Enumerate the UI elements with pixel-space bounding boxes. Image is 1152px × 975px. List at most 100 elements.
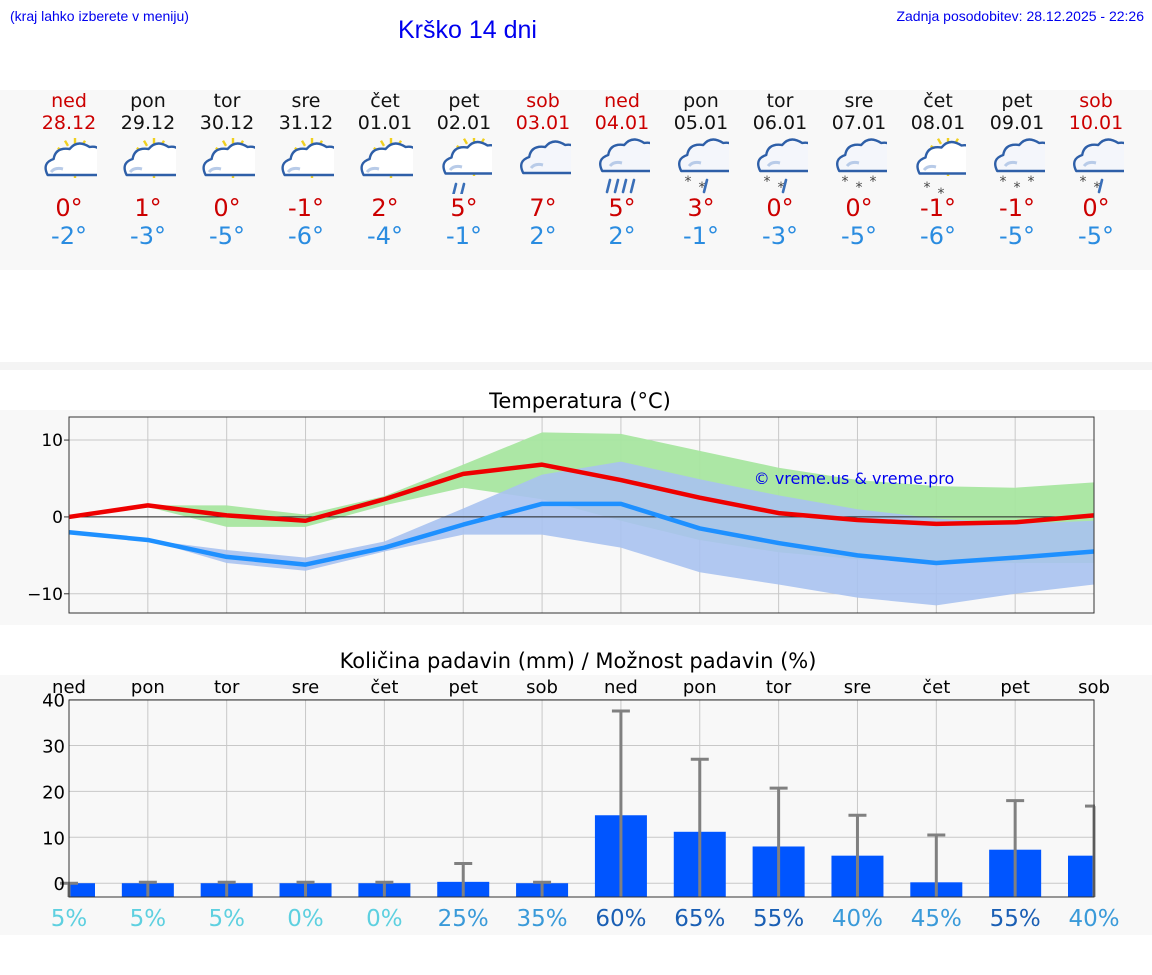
forecast-day: tor 06.01 * * 0° -3° bbox=[740, 90, 820, 250]
day-date: 30.12 bbox=[199, 112, 255, 134]
min-temperature: -2° bbox=[51, 222, 87, 250]
svg-text:*: * bbox=[938, 186, 945, 194]
precip-day-label: tor bbox=[214, 677, 240, 698]
svg-text:*: * bbox=[1028, 174, 1035, 190]
forecast-day: pon 05.01 * * 3° -1° bbox=[661, 90, 741, 250]
day-name: sob bbox=[526, 90, 560, 112]
day-name: sob bbox=[1079, 90, 1113, 112]
location-menu-hint[interactable]: (kraj lahko izberete v meniju) bbox=[10, 8, 189, 24]
day-date: 02.01 bbox=[436, 112, 492, 134]
precip-day-label: sre bbox=[844, 677, 871, 698]
precip-chart-title: Količina padavin (mm) / Možnost padavin … bbox=[340, 649, 817, 673]
precip-plot-frame bbox=[68, 699, 1095, 898]
sun-cloud-icon bbox=[202, 138, 255, 178]
precip-day-label: sob bbox=[1078, 677, 1110, 698]
cloud-snow-icon: * * * bbox=[994, 138, 1045, 194]
precipitation-probability: 55% bbox=[990, 906, 1041, 932]
svg-text:*: * bbox=[856, 180, 863, 194]
precipitation-probability: 45% bbox=[911, 906, 962, 932]
day-name: ned bbox=[604, 90, 640, 112]
min-temperature-range bbox=[69, 461, 1094, 606]
precipitation-bar bbox=[1068, 855, 1094, 897]
svg-text:*: * bbox=[1000, 174, 1007, 190]
min-temperature: -3° bbox=[762, 222, 798, 250]
svg-text:*: * bbox=[699, 180, 706, 194]
max-temperature: 0° bbox=[55, 194, 83, 222]
day-name: ned bbox=[51, 90, 87, 112]
forecast-day: sre 31.12 -1° -6° bbox=[266, 90, 346, 250]
max-temperature: 5° bbox=[450, 194, 478, 222]
svg-text:*: * bbox=[842, 174, 849, 190]
svg-text:*: * bbox=[924, 180, 931, 194]
precipitation-probability: 40% bbox=[832, 906, 883, 932]
forecast-day: pet 02.01 5° -1° bbox=[424, 90, 504, 250]
precipitation-probability: 40% bbox=[1068, 906, 1119, 932]
min-temperature: -5° bbox=[1078, 222, 1114, 250]
min-temperature: 2° bbox=[608, 222, 636, 250]
svg-text:*: * bbox=[685, 174, 692, 190]
precip-day-label: ned bbox=[604, 677, 638, 698]
forecast-day: pon 29.12 1° -3° bbox=[108, 90, 188, 250]
temp-y-tick-label: 10 bbox=[41, 431, 63, 451]
precip-day-label: sre bbox=[292, 677, 319, 698]
forecast-day: tor 30.12 0° -5° bbox=[187, 90, 267, 250]
min-temperature: 2° bbox=[529, 222, 557, 250]
temp-y-tick-label: −10 bbox=[27, 585, 63, 605]
watermark: © vreme.us & vreme.pro bbox=[754, 469, 955, 488]
temp-plot-frame bbox=[68, 416, 1095, 614]
day-name: tor bbox=[766, 90, 794, 112]
max-temperature-line bbox=[68, 462, 1095, 527]
day-date: 07.01 bbox=[831, 112, 887, 134]
day-date: 04.01 bbox=[594, 112, 650, 134]
max-temperature: 5° bbox=[608, 194, 636, 222]
day-date: 09.01 bbox=[989, 112, 1045, 134]
precip-day-label: ned bbox=[52, 677, 86, 698]
svg-text:*: * bbox=[870, 174, 877, 190]
forecast-day: sob 03.01 7° 2° bbox=[503, 90, 583, 250]
max-temperature: 0° bbox=[845, 194, 873, 222]
forecast-day: sob 10.01 * * 0° -5° bbox=[1056, 90, 1136, 250]
precip-day-label: pon bbox=[683, 677, 717, 698]
forecast-day: ned 04.01 5° 2° bbox=[582, 90, 662, 250]
precipitation-probability: 55% bbox=[753, 906, 804, 932]
forecast-day: čet 01.01 2° -4° bbox=[345, 90, 425, 250]
precip-day-label: pon bbox=[131, 677, 165, 698]
day-date: 29.12 bbox=[120, 112, 176, 134]
min-temperature: -5° bbox=[999, 222, 1035, 250]
min-temperature: -6° bbox=[288, 222, 324, 250]
forecast-day: čet 08.01 * * -1° -6° bbox=[898, 90, 978, 250]
min-temperature: -1° bbox=[446, 222, 482, 250]
precip-y-tick-label: 30 bbox=[42, 736, 65, 757]
min-temperature: -3° bbox=[130, 222, 166, 250]
sun-cloud-icon bbox=[360, 138, 413, 178]
precipitation-probability: 35% bbox=[517, 906, 568, 932]
day-date: 28.12 bbox=[41, 112, 97, 134]
day-name: pon bbox=[683, 90, 719, 112]
cloud-snow-icon: * * * bbox=[836, 138, 887, 194]
sun-cloud-rain-icon bbox=[442, 138, 492, 194]
precip-day-label: pet bbox=[1000, 677, 1030, 698]
min-temperature: -1° bbox=[683, 222, 719, 250]
separator-strip bbox=[0, 362, 1152, 370]
forecast-day: ned 28.12 0° -2° bbox=[29, 90, 109, 250]
max-temperature: -1° bbox=[920, 194, 956, 222]
day-name: pet bbox=[448, 90, 480, 112]
min-temperature: -5° bbox=[841, 222, 877, 250]
day-name: pet bbox=[1001, 90, 1033, 112]
precipitation-probability: 25% bbox=[438, 906, 489, 932]
max-temperature: 1° bbox=[134, 194, 162, 222]
day-name: čet bbox=[370, 90, 400, 112]
day-date: 31.12 bbox=[278, 112, 334, 134]
min-temperature: -6° bbox=[920, 222, 956, 250]
cloud-sleet-icon: * * bbox=[757, 138, 808, 194]
svg-text:*: * bbox=[1080, 174, 1087, 190]
precip-y-tick-label: 20 bbox=[42, 782, 65, 803]
max-temperature: -1° bbox=[999, 194, 1035, 222]
day-name: sre bbox=[844, 90, 874, 112]
cloud-sleet-icon: * * bbox=[1073, 138, 1124, 194]
max-temperature: 0° bbox=[213, 194, 241, 222]
last-updated: Zadnja posodobitev: 28.12.2025 - 22:26 bbox=[896, 8, 1144, 24]
day-date: 05.01 bbox=[673, 112, 729, 134]
forecast-background bbox=[0, 90, 1152, 270]
svg-text:*: * bbox=[764, 174, 771, 190]
